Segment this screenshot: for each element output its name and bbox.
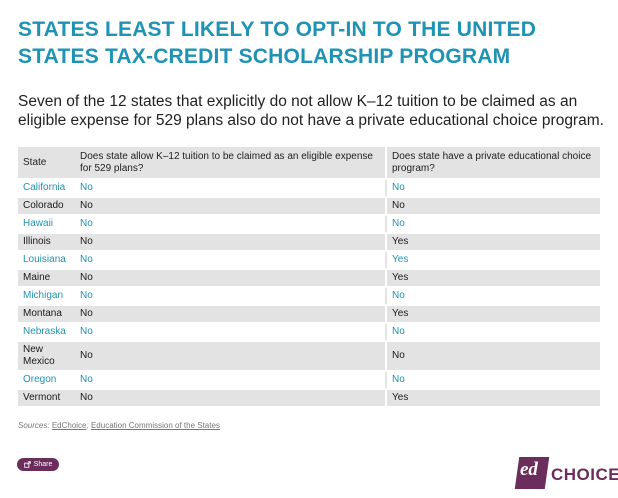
choice-cell: No: [387, 342, 600, 370]
table-row: Maine No Yes: [18, 270, 600, 286]
table-row: Nebraska No No: [18, 324, 600, 340]
share-label: Share: [33, 461, 53, 468]
k12-cell: No: [75, 288, 387, 304]
table-row: California No No: [18, 180, 600, 196]
table-row: Hawaii No No: [18, 216, 600, 232]
table-row: Michigan No No: [18, 288, 600, 304]
choice-cell: Yes: [387, 252, 600, 268]
choice-cell: Yes: [387, 390, 600, 406]
table-row: Colorado No No: [18, 198, 600, 214]
sources-note: Sources: EdChoice; Education Commission …: [18, 421, 220, 430]
page-subtitle: Seven of the 12 states that explicitly d…: [18, 93, 604, 129]
logo-choice-text: CHOICE: [551, 465, 618, 484]
source-link-ecs[interactable]: Education Commission of the States: [90, 421, 220, 430]
page-title: STATES LEAST LIKELY TO OPT-IN TO THE UNI…: [18, 18, 537, 68]
table-row: New Mexico No No: [18, 342, 600, 370]
share-button[interactable]: Share: [17, 458, 59, 471]
k12-cell: No: [75, 270, 387, 286]
state-cell: Hawaii: [18, 216, 75, 232]
state-cell: Oregon: [18, 372, 75, 388]
table-row: Louisiana No Yes: [18, 252, 600, 268]
state-cell: Nebraska: [18, 324, 75, 340]
logo-ed-text: ed: [520, 459, 538, 480]
k12-cell: No: [75, 372, 387, 388]
state-cell: California: [18, 180, 75, 196]
table-header-row: State Does state allow K–12 tuition to b…: [18, 147, 600, 178]
header-choice-program: Does state have a private educational ch…: [387, 147, 600, 178]
table-row: Illinois No Yes: [18, 234, 600, 250]
choice-cell: Yes: [387, 234, 600, 250]
table-row: Montana No Yes: [18, 306, 600, 322]
choice-cell: No: [387, 372, 600, 388]
sources-separator: ;: [86, 421, 89, 430]
state-cell: Michigan: [18, 288, 75, 304]
k12-cell: No: [75, 180, 387, 196]
choice-cell: No: [387, 198, 600, 214]
header-state: State: [18, 147, 75, 178]
choice-cell: No: [387, 288, 600, 304]
states-table: State Does state allow K–12 tuition to b…: [18, 145, 600, 408]
choice-cell: No: [387, 180, 600, 196]
k12-cell: No: [75, 342, 387, 370]
state-cell: Colorado: [18, 198, 75, 214]
k12-cell: No: [75, 390, 387, 406]
k12-cell: No: [75, 252, 387, 268]
state-cell: Illinois: [18, 234, 75, 250]
source-link-edchoice[interactable]: EdChoice: [51, 421, 87, 430]
table-row: Oregon No No: [18, 372, 600, 388]
state-cell: Montana: [18, 306, 75, 322]
sources-label: Sources:: [18, 421, 50, 430]
k12-cell: No: [75, 216, 387, 232]
choice-cell: No: [387, 324, 600, 340]
state-cell: Maine: [18, 270, 75, 286]
choice-cell: Yes: [387, 306, 600, 322]
k12-cell: No: [75, 306, 387, 322]
edchoice-logo: ed CHOICE: [514, 457, 618, 493]
k12-cell: No: [75, 324, 387, 340]
state-cell: Louisiana: [18, 252, 75, 268]
choice-cell: No: [387, 216, 600, 232]
k12-cell: No: [75, 198, 387, 214]
choice-cell: Yes: [387, 270, 600, 286]
state-cell: New Mexico: [18, 342, 75, 370]
header-k12-tuition: Does state allow K–12 tuition to be clai…: [75, 147, 387, 178]
k12-cell: No: [75, 234, 387, 250]
state-cell: Vermont: [18, 390, 75, 406]
table-row: Vermont No Yes: [18, 390, 600, 406]
share-icon: [23, 461, 31, 468]
